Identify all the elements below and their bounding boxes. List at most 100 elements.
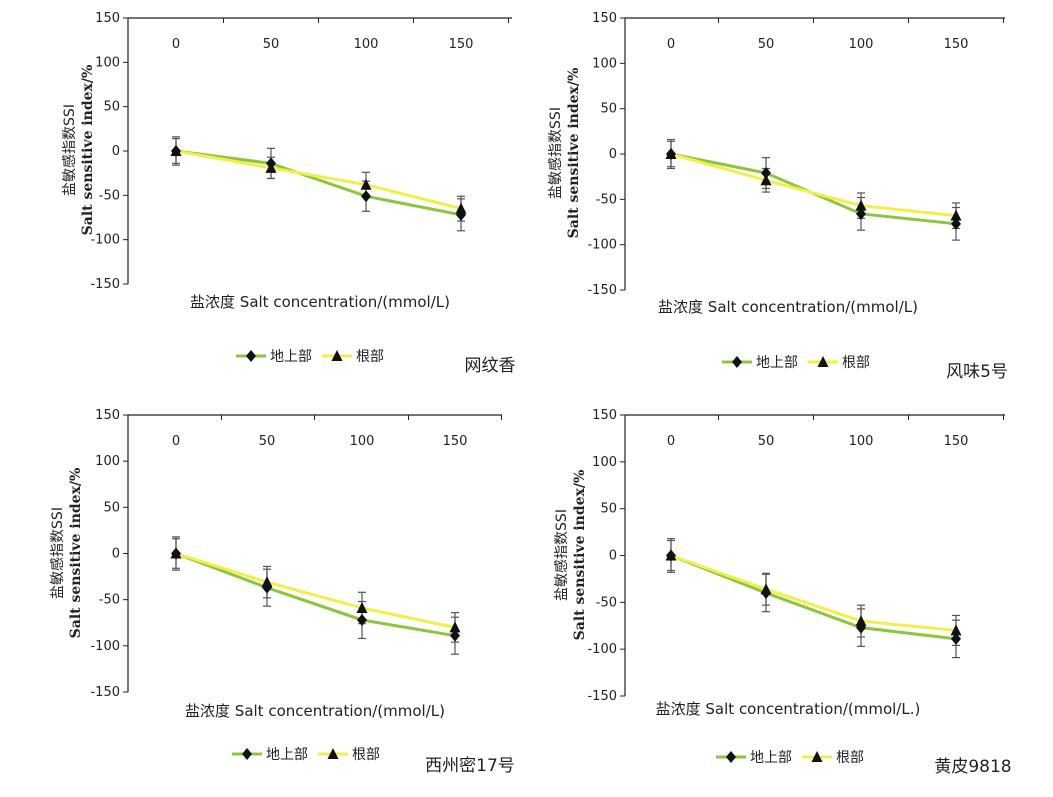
series-line-root [670,152,957,218]
y-tick-label: -100 [587,642,617,657]
data-point-diamond [951,217,961,230]
legend-label: 根部 [352,747,380,763]
series-line-shoot [175,552,456,638]
x-tick-label: 100 [849,434,874,449]
y-tick-label: 0 [609,549,617,564]
y-axis-title-cn: 盐敏感指数SSI [553,509,570,601]
y-tick-label: 50 [103,500,120,515]
x-axis-title: 盐浓度 Salt concentration/(mmol/L) [190,293,450,311]
data-point-diamond [450,629,460,642]
y-tick-label: 150 [95,11,120,26]
y-tick-label: -150 [90,685,120,700]
y-axis-title-en: Salt sensitive index/% [80,65,96,236]
y-tick-label: -50 [596,192,617,207]
x-tick-label: 150 [944,434,969,449]
x-tick-label: 0 [667,37,675,52]
y-tick-label: 150 [95,408,120,423]
x-tick-label: 50 [263,37,280,52]
data-point-triangle [449,621,461,633]
y-axis-title-en: Salt sensitive index/% [566,68,582,239]
panel-title: 黄皮9818 [934,757,1011,777]
data-point-triangle [455,202,467,214]
y-tick-label: -50 [596,595,617,610]
y-axis-title-en: Salt sensitive index/% [68,468,84,639]
x-tick-label: 50 [758,37,775,52]
legend: 地上部 根部 [232,747,380,763]
data-point-triangle [855,199,867,211]
legend-label: 地上部 [270,349,312,365]
x-tick-label: 100 [354,37,379,52]
y-tick-label: 100 [95,55,120,70]
y-tick-label: 0 [112,144,120,159]
data-point-triangle [855,615,867,627]
x-tick-label: 0 [667,434,675,449]
legend-marker-diamond [246,350,256,362]
legend-marker-diamond [732,356,742,368]
y-axis-title-cn: 盐敏感指数SSI [547,107,564,199]
series-line-root [175,552,456,629]
data-point-triangle [760,583,772,595]
chart-panel-3: 150 100 50 0 -50 -100 -150 0 50 100 150 盐浓度 Salt co… [49,408,515,776]
data-point-diamond [357,613,367,626]
legend: 地上部 根部 [236,349,384,365]
data-point-triangle [665,148,677,159]
legend-marker-diamond [242,748,252,760]
legend-marker-diamond [726,751,736,763]
x-axis-title: 盐浓度 Salt concentration/(mmol/L.) [656,700,921,718]
legend-marker-triangle [327,748,339,759]
chart-panel-4: 150 100 50 0 -50 -100 -150 0 50 100 150 盐浓度 Salt co… [553,408,1012,777]
x-tick-label: 50 [259,434,276,449]
y-tick-label: -150 [587,689,617,704]
data-point-triangle [261,576,273,588]
y-tick-label: -50 [99,593,120,608]
data-point-triangle [170,547,182,559]
y-tick-label: 150 [592,408,617,423]
series-line-shoot [175,149,462,217]
legend: 地上部 根部 [716,750,864,766]
data-point-diamond [361,190,371,203]
y-tick-label: 100 [592,56,617,71]
series-line-root [670,554,957,632]
y-tick-label: 0 [609,147,617,162]
y-tick-label: -100 [587,238,617,253]
x-axis-title: 盐浓度 Salt concentration/(mmol/L) [185,702,445,720]
chart-panel-2: 150 100 50 0 -50 -100 -150 0 50 100 150 盐浓度 Salt co… [547,11,1008,382]
y-tick-label: -100 [90,639,120,654]
legend-label: 根部 [356,349,384,365]
panel-title: 西州密17号 [425,756,515,776]
legend: 地上部 根部 [722,355,870,371]
data-point-triangle [665,549,677,561]
data-point-triangle [950,624,962,636]
legend-label: 地上部 [266,747,308,763]
chart-panel-1: 150 100 50 0 -50 -100 -150 0 50 100 150 盐浓度 Salt co… [61,11,516,376]
data-point-triangle [360,178,372,190]
y-tick-label: 0 [112,547,120,562]
data-point-triangle [356,601,368,613]
data-point-diamond [951,632,961,645]
data-point-triangle [265,161,277,173]
y-axis-title-cn: 盐敏感指数SSI [49,507,66,599]
y-tick-label: 50 [103,100,120,115]
legend-marker-triangle [811,751,823,762]
series-line-shoot [670,554,957,641]
x-tick-label: 150 [443,434,468,449]
legend-label: 地上部 [756,355,798,371]
y-tick-label: 50 [600,502,617,517]
data-point-diamond [761,167,771,180]
x-tick-label: 150 [944,37,969,52]
x-tick-label: 50 [758,434,775,449]
x-tick-label: 0 [172,37,180,52]
x-tick-label: 100 [350,434,375,449]
panel-title: 风味5号 [946,362,1008,382]
y-tick-label: 150 [592,11,617,26]
legend-label: 根部 [836,750,864,766]
x-tick-label: 0 [172,434,180,449]
data-point-triangle [760,174,772,186]
legend-marker-triangle [331,350,343,361]
y-axis-title-en: Salt sensitive index/% [572,470,588,641]
y-tick-label: 100 [592,455,617,470]
y-axis-title-cn: 盐敏感指数SSI [61,104,78,196]
y-tick-label: 50 [600,102,617,117]
x-tick-label: 100 [849,37,874,52]
